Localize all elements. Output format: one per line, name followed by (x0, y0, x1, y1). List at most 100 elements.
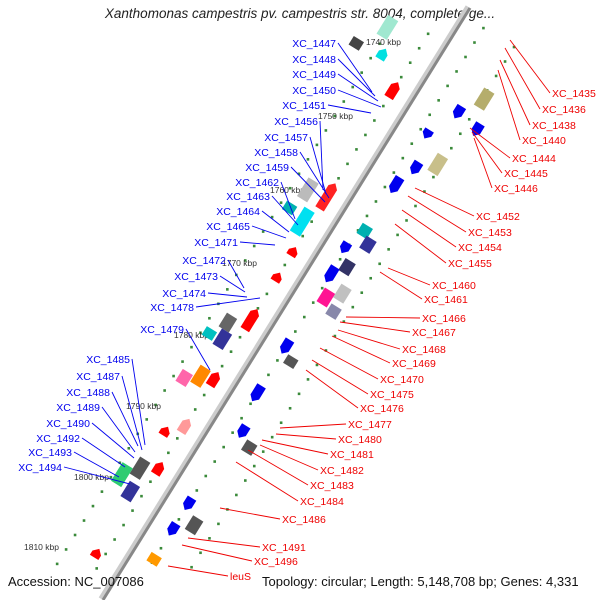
forward-gene-label[interactable]: XC_1493 (28, 447, 72, 459)
gene-block (184, 515, 204, 536)
forward-gene-label[interactable]: XC_1447 (292, 38, 336, 50)
reverse-gene-label[interactable]: XC_1477 (348, 419, 392, 431)
leader-line (275, 433, 337, 440)
tick-dot (55, 562, 59, 566)
tick-dot (423, 190, 426, 193)
gene-arrow (280, 337, 295, 354)
forward-gene-label[interactable]: XC_1456 (274, 116, 318, 128)
reverse-gene-label[interactable]: XC_1468 (402, 344, 446, 356)
tick-dot (145, 418, 149, 421)
forward-gene-label[interactable]: XC_1489 (56, 402, 100, 414)
gene-feature (218, 312, 238, 333)
gene-feature (129, 456, 151, 480)
tick-dot (399, 75, 403, 79)
reverse-gene-label[interactable]: XC_1470 (380, 374, 424, 386)
tick-dot (364, 133, 367, 137)
forward-gene-label[interactable]: XC_1457 (264, 132, 308, 144)
kbp-tick-label: 1780 kbp (174, 330, 209, 340)
tick-dot (109, 475, 113, 479)
reverse-gene-label[interactable]: XC_1482 (320, 465, 364, 477)
gene-feature (270, 272, 282, 284)
tick-dot (238, 335, 242, 339)
tick-dot (202, 393, 206, 397)
leader-line (339, 321, 411, 333)
leader-line (247, 449, 309, 486)
reverse-gene-label[interactable]: XC_1484 (300, 496, 344, 508)
forward-gene-label[interactable]: XC_1474 (162, 288, 206, 300)
gene-feature (422, 127, 434, 139)
reverse-gene-label[interactable]: XC_1453 (468, 227, 512, 239)
reverse-gene-label[interactable]: XC_1469 (392, 358, 436, 370)
reverse-gene-label[interactable]: XC_1491 (262, 542, 306, 554)
reverse-gene-label[interactable]: XC_1436 (542, 104, 586, 116)
tick-dot (240, 416, 243, 420)
tick-dot (252, 244, 256, 248)
reverse-gene-label[interactable]: XC_1445 (504, 168, 548, 180)
reverse-gene-label[interactable]: XC_1446 (494, 183, 538, 195)
forward-gene-label[interactable]: XC_1485 (86, 354, 130, 366)
gene-feature (146, 551, 162, 567)
forward-gene-label[interactable]: XC_1478 (150, 302, 194, 314)
gene-label-layer: XC_1447 XC_1448 XC_1449 XC_1450 XC_1451 XC_14… (18, 38, 596, 583)
forward-gene-label[interactable]: XC_1471 (194, 237, 238, 249)
reverse-gene-label[interactable]: XC_1496 (254, 556, 298, 568)
reverse-gene-label[interactable]: XC_1452 (476, 211, 520, 223)
forward-gene-label[interactable]: XC_1459 (245, 162, 289, 174)
reverse-gene-label[interactable]: XC_1466 (422, 313, 466, 325)
kbp-tick-label: 1770 kbp (222, 258, 257, 268)
gene-feature (190, 364, 211, 388)
reverse-gene-label[interactable]: XC_1435 (552, 88, 596, 100)
tick-dot (512, 45, 516, 49)
forward-gene-label[interactable]: XC_1472 (182, 255, 226, 267)
reverse-gene-label[interactable]: XC_1481 (330, 449, 374, 461)
forward-gene-label[interactable]: XC_1451 (282, 100, 326, 112)
reverse-gene-label[interactable]: XC_1476 (360, 403, 404, 415)
gene-feature (316, 287, 336, 308)
reverse-gene-label[interactable]: XC_1486 (282, 514, 326, 526)
tick-dot (333, 114, 337, 118)
reverse-gene-label[interactable]: XC_1483 (310, 480, 354, 492)
reverse-gene-label[interactable]: XC_1461 (424, 294, 468, 306)
gene-feature (338, 257, 356, 277)
forward-gene-label[interactable]: XC_1487 (76, 371, 120, 383)
leader-line (309, 136, 327, 195)
forward-gene-label[interactable]: XC_1458 (254, 147, 298, 159)
reverse-gene-label[interactable]: XC_1438 (532, 120, 576, 132)
reverse-gene-label[interactable]: XC_1467 (412, 327, 456, 339)
tick-dot (64, 548, 68, 551)
forward-gene-label[interactable]: XC_1490 (46, 418, 90, 430)
tick-dot (288, 406, 292, 410)
reverse-gene-label[interactable]: XC_1454 (458, 242, 502, 254)
forward-gene-label[interactable]: XC_1462 (235, 177, 279, 189)
tick-dot (270, 435, 274, 439)
forward-gene-label[interactable]: XC_1449 (292, 69, 336, 81)
leader-line (185, 328, 211, 371)
forward-gene-label[interactable]: XC_1448 (292, 54, 336, 66)
reverse-gene-label[interactable]: XC_1460 (432, 280, 476, 292)
reverse-gene-label[interactable]: XC_1475 (370, 389, 414, 401)
forward-gene-label[interactable]: XC_1494 (18, 462, 62, 474)
forward-gene-label[interactable]: XC_1473 (174, 271, 218, 283)
forward-gene-label[interactable]: XC_1463 (226, 191, 270, 203)
forward-gene-label[interactable]: XC_1488 (66, 387, 110, 399)
gene-feature (205, 372, 221, 389)
leader-line (319, 347, 379, 380)
reverse-gene-label[interactable]: leuS (230, 571, 251, 583)
gene-feature (286, 247, 298, 259)
tick-dot (297, 172, 301, 176)
forward-gene-label[interactable]: XC_1479 (140, 324, 184, 336)
forward-gene-label[interactable]: XC_1465 (206, 221, 250, 233)
leader-line (401, 209, 457, 248)
reverse-gene-label[interactable]: XC_1455 (448, 258, 492, 270)
tick-dot (249, 402, 252, 406)
tick-dot (351, 85, 355, 89)
gene-block (190, 364, 211, 388)
forward-gene-label[interactable]: XC_1492 (36, 433, 80, 445)
gene-arrow (452, 103, 467, 119)
forward-gene-label[interactable]: XC_1464 (216, 206, 260, 218)
reverse-gene-label[interactable]: XC_1480 (338, 434, 382, 446)
reverse-gene-label[interactable]: XC_1444 (512, 153, 556, 165)
forward-gene-label[interactable]: XC_1450 (292, 85, 336, 97)
reverse-gene-label[interactable]: XC_1440 (522, 135, 566, 147)
